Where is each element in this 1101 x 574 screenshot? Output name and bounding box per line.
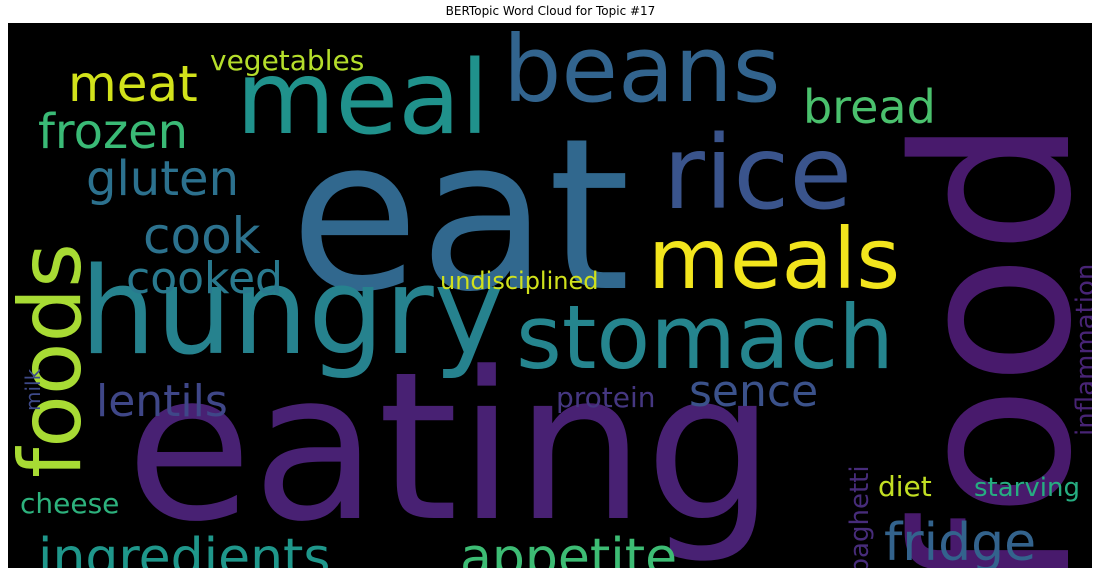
- word-hungry: hungry: [80, 243, 505, 382]
- word-food: food: [868, 118, 1092, 568]
- word-eating: eating: [126, 329, 775, 567]
- word-undisciplined: undisciplined: [440, 267, 598, 295]
- word-milk: milk: [21, 368, 45, 411]
- word-cooked: cooked: [126, 253, 283, 304]
- word-stomach: stomach: [516, 286, 894, 389]
- word-gluten: gluten: [86, 151, 239, 207]
- word-ingredients: ingredients: [38, 528, 331, 568]
- word-bread: bread: [803, 80, 936, 134]
- word-lentils: lentils: [96, 376, 228, 427]
- word-frozen: frozen: [38, 104, 188, 160]
- word-cook: cook: [143, 207, 261, 265]
- word-spaghetti: spaghetti: [845, 465, 875, 568]
- word-fridge: fridge: [884, 513, 1036, 568]
- word-protein: protein: [556, 381, 656, 414]
- word-diet: diet: [878, 470, 932, 503]
- word-eat: eat: [290, 93, 630, 338]
- chart-title: BERTopic Word Cloud for Topic #17: [445, 4, 656, 18]
- word-appetite: appetite: [460, 528, 677, 568]
- word-meat: meat: [68, 55, 198, 113]
- word-beans: beans: [503, 23, 781, 123]
- word-sence: sence: [689, 366, 818, 417]
- word-rice: rice: [663, 114, 852, 233]
- word-vegetables: vegetables: [210, 44, 364, 77]
- cloud-background: [8, 23, 1092, 568]
- word-cheese: cheese: [20, 487, 119, 520]
- word-starving: starving: [974, 473, 1080, 503]
- word-inflammation: inflammation: [1071, 264, 1092, 436]
- word-meal: meal: [236, 39, 489, 158]
- word-meals: meals: [648, 210, 900, 308]
- word-foods: foods: [8, 243, 101, 478]
